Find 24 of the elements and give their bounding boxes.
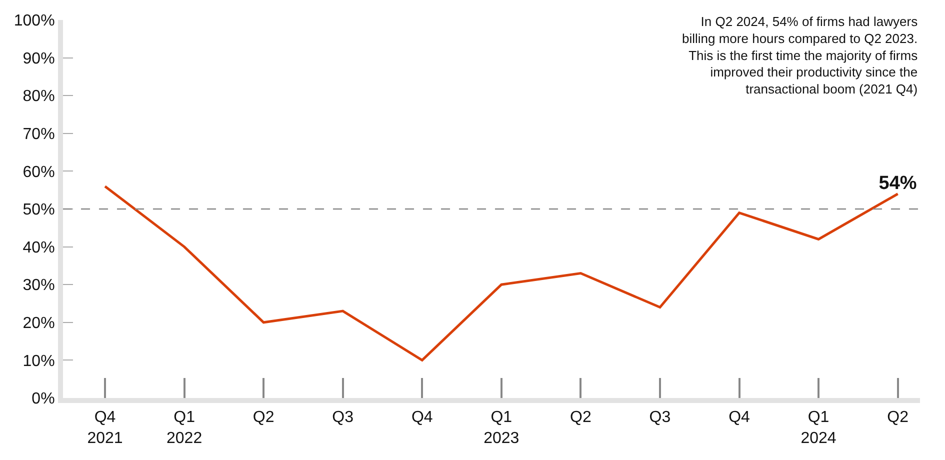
x-tick-label: Q1 2022 — [166, 409, 202, 447]
x-tick-label: Q1 2023 — [484, 409, 520, 447]
y-tick-label: 20% — [22, 315, 55, 332]
y-tick-label: 100% — [14, 12, 55, 30]
y-tick-label: 10% — [22, 352, 55, 370]
x-tick-label: Q2 — [887, 409, 909, 426]
y-tick-label: 90% — [22, 50, 55, 68]
x-tick-label: Q2 — [570, 409, 592, 426]
x-tick-label: Q4 2021 — [87, 409, 123, 447]
y-tick-label: 80% — [22, 88, 55, 106]
y-tick-label: 30% — [22, 277, 55, 294]
y-tick-label: 50% — [22, 202, 55, 219]
y-tick-label: 70% — [22, 126, 55, 143]
x-tick-label: Q3 — [649, 409, 671, 426]
x-tick-label: Q4 — [728, 409, 750, 426]
y-tick-label: 60% — [22, 164, 55, 181]
x-tick-label: Q2 — [252, 409, 274, 426]
annotation: In Q2 2024, 54% of firms had lawyers billing more hours compared to Q2 2023. This is the first time the majority of firms improved their productivity since the transactional boom (2021 Q4) — [682, 14, 918, 97]
y-tick-label: 0% — [32, 390, 55, 408]
data-label: 54% — [878, 173, 917, 194]
x-tick-label: Q1 2024 — [800, 409, 836, 447]
x-tick-label: Q4 — [411, 409, 433, 426]
x-tick-label: Q3 — [332, 409, 354, 426]
y-tick-label: 40% — [22, 239, 55, 256]
